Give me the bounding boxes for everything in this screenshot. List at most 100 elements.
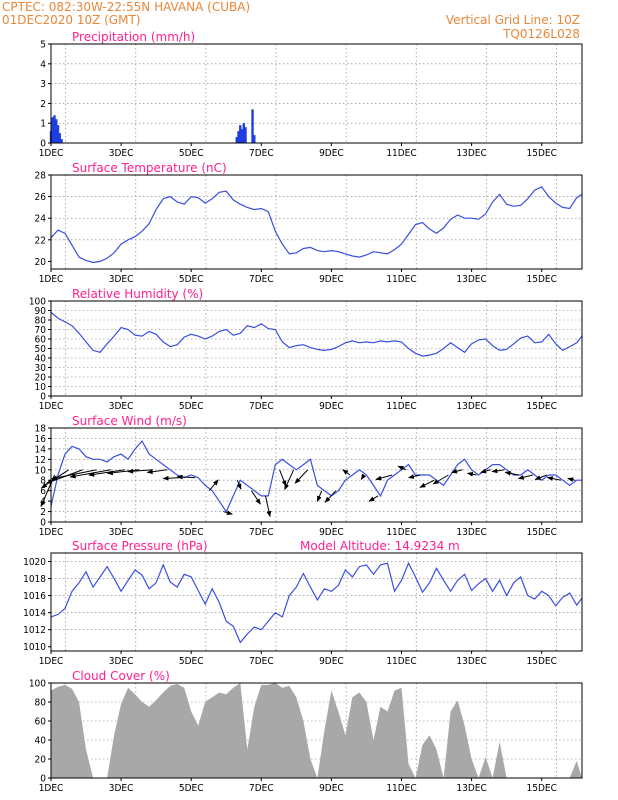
ytick-label: 60 (35, 717, 47, 728)
ytick-label: 1016 (23, 591, 46, 602)
ytick-label: 10 (35, 465, 47, 476)
xtick-label: 13DEC (456, 527, 486, 538)
xtick-label: 9DEC (319, 274, 344, 285)
ytick-label: 1010 (23, 642, 46, 653)
header-station: CPTEC: 082:30W-22:55N HAVANA (CUBA) (2, 0, 250, 14)
xtick-label: 15DEC (527, 783, 557, 794)
xtick-label: 11DEC (386, 656, 416, 667)
xtick-label: 1DEC (39, 401, 64, 412)
xtick-label: 5DEC (179, 656, 204, 667)
xtick-label: 7DEC (249, 148, 274, 159)
xtick-label: 11DEC (386, 274, 416, 285)
precip-bar (55, 119, 58, 143)
precip-bar (60, 139, 63, 143)
wind-arrow (491, 468, 505, 474)
precip-bar (56, 125, 60, 143)
panel-cloud: 0 20 40 60 80 100 1DEC 3DEC 5DEC 7DEC 9DEC 11DEC 13D… (29, 669, 583, 794)
ytick-label: 2 (40, 507, 46, 518)
xtick-label: 5DEC (179, 401, 204, 412)
wind-arrow (251, 490, 261, 505)
header-run-time: 01DEC2020 10Z (GMT) (2, 13, 140, 27)
xtick-label: 5DEC (179, 783, 204, 794)
xtick-label: 3DEC (109, 148, 134, 159)
wind-arrow (324, 490, 337, 503)
precip-bar (253, 135, 256, 143)
wind-arrow (342, 469, 351, 476)
ytick-label: 80 (35, 316, 47, 327)
xtick-label: 7DEC (249, 656, 274, 667)
ytick-label: 20 (35, 257, 47, 268)
precip-bar (235, 137, 238, 143)
ytick-label: 40 (35, 736, 47, 747)
precip-bar (239, 125, 242, 143)
panel-wind: 0246810121416181DEC3DEC5DEC7DEC9DEC11DEC… (35, 414, 583, 538)
xtick-label: 3DEC (109, 274, 134, 285)
ytick-label: 50 (35, 344, 47, 355)
xtick-label: 13DEC (456, 783, 486, 794)
xtick-label: 15DEC (527, 274, 557, 285)
wind-arrow (236, 480, 242, 490)
panel-frame (50, 427, 583, 523)
wind-arrow (407, 474, 421, 479)
wind-arrow (432, 474, 449, 485)
ytick-label: 18 (35, 424, 47, 435)
ytick-label: 10 (35, 382, 47, 393)
pres-line (50, 561, 583, 644)
xtick-label: 5DEC (179, 274, 204, 285)
ytick-label: 22 (35, 235, 46, 246)
xtick-label: 1DEC (39, 656, 64, 667)
ytick-label: 5 (40, 40, 46, 51)
ytick-label: 24 (35, 214, 47, 225)
xtick-label: 1DEC (39, 274, 64, 285)
panels: 0 1 2 3 4 5 1DEC 3DEC 5DEC 7DEC 9DEC 11DEC 13DEC 15DE… (23, 30, 583, 794)
precip-bar (240, 129, 244, 143)
panel-temp: 20 22 24 26 28 1DEC 3DEC 5DEC 7DEC 9DEC 11DEC 13DEC… (35, 161, 583, 285)
wind-arrow (517, 474, 533, 480)
ytick-label: 90 (35, 306, 47, 317)
cloud-area (51, 683, 582, 778)
xtick-label: 9DEC (319, 527, 344, 538)
wind-arrow (360, 473, 367, 481)
wind-arrow (534, 474, 548, 480)
precip-bar (51, 117, 54, 143)
panel-frame (50, 552, 583, 652)
ytick-label: 4 (40, 59, 46, 70)
ytick-label: 14 (35, 444, 47, 455)
ytick-label: 1 (40, 119, 46, 130)
ytick-label: 26 (35, 192, 47, 203)
ytick-label: 1018 (23, 574, 46, 585)
ytick-label: 20 (35, 373, 47, 384)
wind-arrow (368, 495, 379, 502)
wind-arrow (316, 490, 323, 503)
xtick-label: 13DEC (456, 401, 486, 412)
panel-frame (50, 174, 583, 270)
wind-arrow (162, 475, 182, 481)
wind-arrow (176, 474, 196, 480)
panel-title: Relative Humidity (%) (72, 287, 203, 301)
wind-arrow (419, 479, 435, 488)
ytick-label: 0 (40, 392, 46, 403)
model-altitude-label: Model Altitude: 14.9234 m (300, 539, 460, 553)
wind-line (50, 440, 582, 513)
ytick-label: 0 (40, 139, 46, 150)
xtick-label: 11DEC (386, 783, 416, 794)
xtick-label: 1DEC (39, 148, 64, 159)
ytick-label: 2 (40, 99, 46, 110)
wind-arrow (223, 510, 233, 516)
xtick-label: 15DEC (527, 401, 557, 412)
header-model-id: TQ0126L028 (502, 27, 580, 41)
ytick-label: 70 (35, 325, 47, 336)
wind-arrow (480, 468, 491, 474)
panel-title: Surface Pressure (hPa) (72, 539, 208, 553)
wind-arrow (546, 476, 562, 481)
xtick-label: 5DEC (179, 148, 204, 159)
xtick-label: 5DEC (179, 527, 204, 538)
xtick-label: 9DEC (319, 148, 344, 159)
wind-arrow (375, 474, 393, 481)
xtick-label: 1DEC (39, 783, 64, 794)
ytick-label: 80 (35, 698, 47, 709)
ytick-label: 30 (35, 363, 47, 374)
wind-arrow (208, 479, 219, 491)
wind-arrow (451, 468, 463, 474)
ytick-label: 3 (40, 79, 46, 90)
